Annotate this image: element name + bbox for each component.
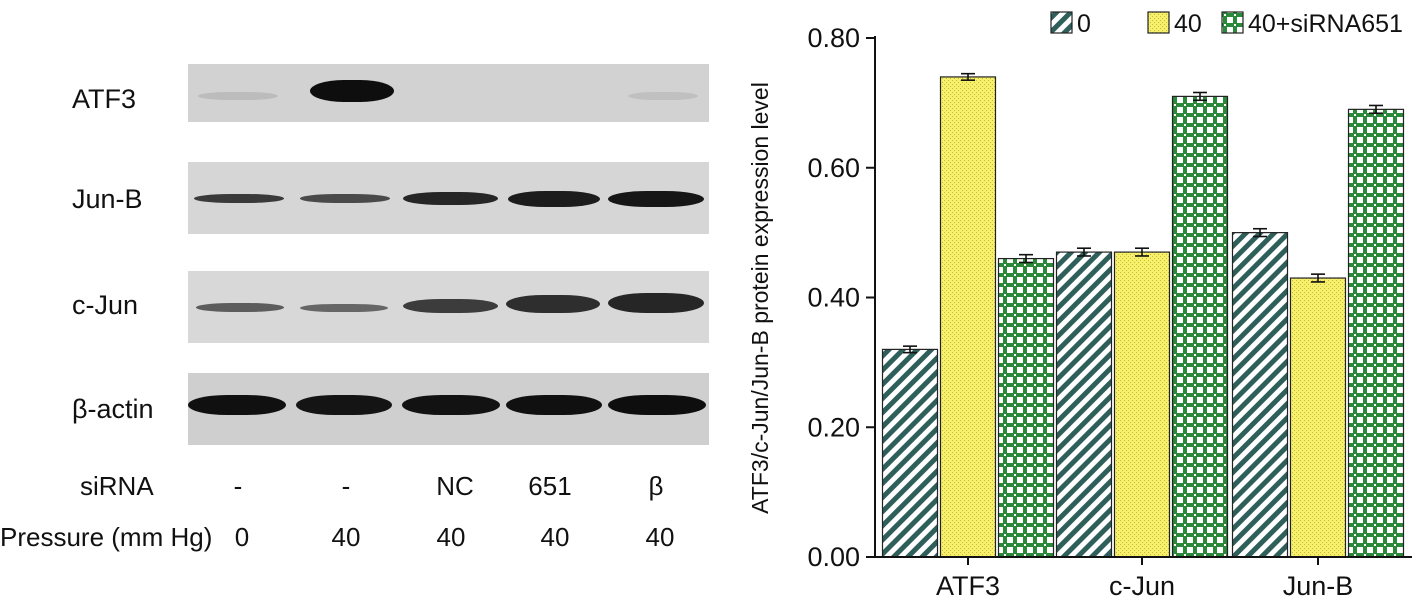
sirna-lane-3: NC [436, 471, 474, 501]
blot-strip-c-jun [188, 271, 709, 343]
blot-band [300, 194, 390, 203]
sirna-lane-2: - [341, 471, 351, 501]
sirna-lane-1: - [233, 471, 243, 501]
protein-label-beta-actin: β-actin [72, 394, 154, 424]
x-axis: ATF3 c-Jun Jun-B [875, 556, 1412, 601]
legend-label-2: 40+siRNA651 [1248, 10, 1403, 38]
blot-band [403, 299, 498, 313]
legend-swatch-0 [1050, 11, 1073, 34]
legend-label-1: 40 [1174, 10, 1202, 38]
bar-c-jun-series-0 [1055, 251, 1113, 558]
legend-swatch-1 [1147, 11, 1170, 34]
blot-band [402, 395, 500, 415]
y-tick-label: 0.20 [807, 412, 860, 442]
blot-strip-atf3 [188, 64, 709, 122]
bar-atf3-series-2 [997, 257, 1055, 558]
blot-band [608, 191, 704, 207]
blot-band [506, 395, 602, 415]
bar-jun-b-series-1 [1289, 277, 1347, 558]
blot-band [608, 293, 704, 313]
sirna-row-label: siRNA [80, 471, 154, 501]
sirna-lane-5: β [648, 471, 664, 501]
y-tick-label: 0.80 [807, 23, 860, 53]
x-tick-label-atf3: ATF3 [936, 571, 1000, 601]
y-axis: 0.00 0.20 0.40 0.60 0.80 [807, 23, 876, 572]
blot-band [198, 92, 278, 100]
pressure-lane-1: 0 [234, 522, 250, 552]
western-blot-panel: ATF3 Jun-B c-Jun β-actin siRNA - - NC 65… [0, 64, 709, 552]
x-tick-label-jun-b: Jun-B [1283, 571, 1354, 601]
y-tick-label: 0.40 [807, 283, 860, 313]
bar-atf3-series-1 [939, 76, 997, 558]
blot-band [403, 192, 498, 205]
y-axis-title: ATF3/c-Jun/Jun-B protein expression leve… [747, 82, 773, 514]
blot-band [508, 191, 600, 207]
pressure-lane-5: 40 [645, 522, 675, 552]
y-tick-label: 0.60 [807, 153, 860, 183]
legend-label-0: 0 [1077, 10, 1091, 38]
pressure-lane-4: 40 [540, 522, 570, 552]
blot-band [608, 395, 706, 415]
blot-strip-beta-actin [188, 373, 709, 445]
bar-series-group [881, 72, 1405, 558]
blot-band [300, 304, 388, 312]
protein-label-atf3: ATF3 [72, 84, 137, 114]
blot-band [310, 80, 394, 102]
bar-c-jun-series-2 [1171, 95, 1229, 558]
bar-c-jun-series-1 [1113, 251, 1171, 558]
chart-legend: 0 40 40+siRNA651 [1050, 10, 1403, 38]
blot-band [628, 92, 698, 100]
x-tick-label-c-jun: c-Jun [1109, 571, 1175, 601]
y-tick-label: 0.00 [807, 542, 860, 572]
bar-atf3-series-0 [881, 348, 939, 558]
protein-label-c-jun: c-Jun [72, 290, 139, 320]
sirna-lane-4: 651 [528, 471, 572, 501]
blot-strip-jun-b [188, 162, 709, 234]
legend-swatch-2 [1221, 11, 1244, 34]
blot-band [188, 395, 286, 415]
bar-chart: 0 40 40+siRNA651 ATF3/c-Jun/Jun-B protein … [747, 10, 1412, 601]
pressure-lane-2: 40 [331, 522, 361, 552]
blot-band [296, 395, 392, 415]
pressure-row-label: Pressure (mm Hg) [0, 522, 213, 552]
pressure-lane-3: 40 [436, 522, 466, 552]
blot-band [506, 295, 600, 313]
protein-label-jun-b: Jun-B [72, 184, 143, 214]
blot-band [194, 194, 284, 203]
bar-jun-b-series-0 [1231, 232, 1289, 558]
bar-jun-b-series-2 [1347, 108, 1405, 558]
blot-band [196, 303, 284, 312]
